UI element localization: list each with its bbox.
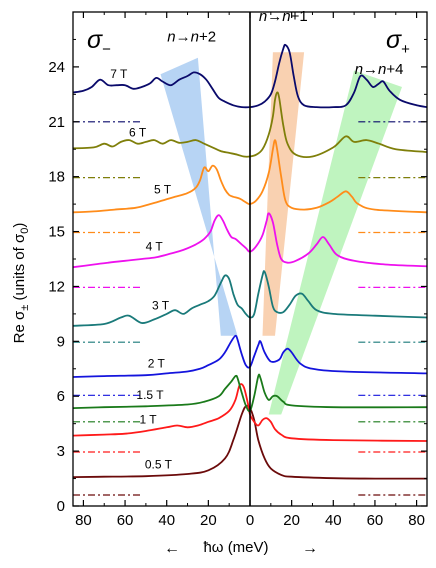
x-axis-arrow-right: →	[302, 540, 318, 557]
series-5-line	[72, 270, 428, 327]
x-tick-label: 80	[408, 512, 425, 529]
y-tick-label: 12	[48, 278, 65, 295]
reference-lines	[73, 121, 427, 496]
transition-annotations: n→n+2 n→n+1 n→n+4	[167, 8, 403, 78]
sigma-plus-sub: +	[401, 41, 410, 58]
series-1-label: 0.5 T	[145, 458, 173, 472]
series-6-line	[72, 212, 428, 269]
y-axis-ticks: 0 3 6 9 12 15 18 21 24	[48, 38, 427, 515]
y-tick-label: 21	[48, 114, 65, 131]
x-axis-arrow-left: ←	[164, 540, 180, 557]
y-axis-title-sub: ±	[19, 305, 31, 311]
y-tick-label: 9	[57, 333, 65, 350]
y-tick-label: 24	[48, 59, 65, 76]
transition-annotation-1: n→n+2	[167, 28, 216, 45]
y-axis-title-rest: (units of σ	[11, 233, 28, 305]
x-axis-title: ħω (meV)	[203, 539, 268, 556]
transition-band-3	[268, 70, 402, 415]
x-tick-label: 40	[158, 512, 175, 529]
series-9-line	[72, 43, 428, 109]
transition-annotation-3: n→n+4	[355, 61, 404, 78]
x-tick-label: 20	[283, 512, 300, 529]
x-tick-label: 60	[367, 512, 384, 529]
x-tick-label: 40	[325, 512, 342, 529]
x-axis-ticks: 80 60 40 20 0 20 40 60 80	[75, 12, 425, 529]
series-2-label: 1 T	[139, 413, 157, 427]
series-8-label: 6 T	[129, 126, 147, 140]
series-8-line	[72, 91, 428, 158]
y-axis-title-main: Re σ	[11, 310, 28, 343]
sigma-minus-label: σ−	[87, 26, 111, 58]
series-7-line	[72, 139, 428, 214]
series-4-label: 2 T	[148, 356, 166, 370]
series-curves	[72, 43, 428, 480]
x-tick-label: 0	[246, 512, 254, 529]
series-2-line	[72, 383, 428, 442]
transition-band-1	[160, 57, 238, 336]
y-tick-label: 3	[57, 443, 65, 460]
y-axis-title: Re σ± (units of σ0)	[11, 223, 31, 344]
sigma-plus-main: σ	[386, 26, 402, 54]
y-axis-title-sub2: 0	[19, 228, 31, 234]
y-tick-label: 18	[48, 169, 65, 186]
y-tick-label: 0	[57, 498, 65, 515]
sigma-plus-label: σ+	[386, 26, 410, 58]
series-5-label: 3 T	[152, 299, 170, 313]
y-tick-label: 6	[57, 388, 65, 405]
x-tick-label: 60	[117, 512, 134, 529]
series-6-label: 4 T	[146, 239, 164, 253]
y-axis-title-end: )	[11, 223, 28, 228]
transition-annotation-2: n→n+1	[259, 8, 308, 25]
x-tick-label: 20	[200, 512, 217, 529]
sigma-minus-sub: −	[102, 41, 111, 58]
series-9-label: 7 T	[110, 67, 128, 81]
sigma-minus-main: σ	[87, 26, 103, 54]
y-tick-label: 15	[48, 224, 65, 241]
series-4-line	[72, 334, 428, 378]
series-labels: 0.5 T 1 T 1.5 T 2 T 3 T 4 T 5 T 6 T 7 T	[110, 67, 172, 471]
series-3-line	[72, 373, 428, 413]
series-7-label: 5 T	[154, 183, 172, 197]
series-3-label: 1.5 T	[136, 388, 164, 402]
x-tick-label: 80	[75, 512, 92, 529]
